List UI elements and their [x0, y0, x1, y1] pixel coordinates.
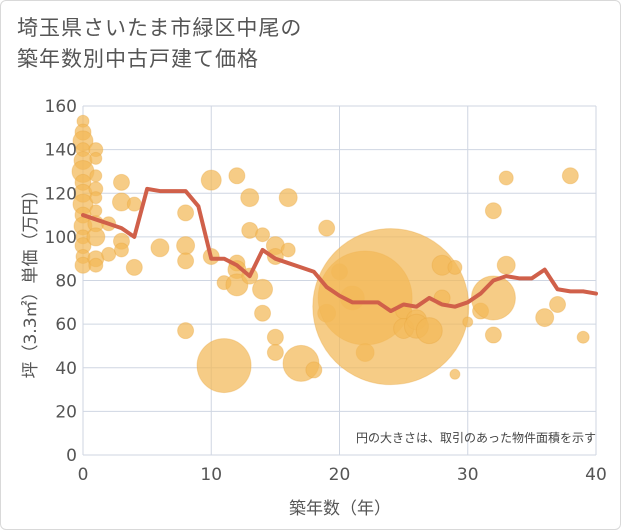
bubble-point: [113, 242, 129, 258]
bubble-point: [252, 278, 274, 300]
x-tick-label: 10: [200, 465, 222, 485]
bubble-point: [200, 169, 222, 191]
bubble-point: [318, 219, 336, 237]
bubble-point: [225, 273, 249, 297]
bubble-point: [89, 191, 103, 205]
y-tick-label: 160: [45, 97, 77, 117]
bubble-point: [561, 167, 579, 185]
bubble-point: [177, 252, 195, 270]
bubble-point: [496, 255, 516, 275]
x-tick-label: 40: [585, 465, 607, 485]
bubble-point: [449, 368, 461, 380]
bubble-point: [89, 151, 103, 165]
y-axis-ticks: 0 20 40 60 80 100 120 140 160: [45, 97, 77, 466]
bubble-point: [89, 169, 103, 183]
bubble-point: [498, 170, 514, 186]
chart-title-line-2: 築年数別中古戸建て価格: [17, 47, 259, 71]
bubble-point: [228, 167, 246, 185]
bubble-point: [484, 326, 502, 344]
x-tick-label: 0: [78, 465, 89, 485]
bubble-point: [125, 258, 143, 276]
y-tick-label: 60: [55, 315, 77, 335]
bubble-point: [196, 338, 252, 394]
bubble-point: [484, 202, 502, 220]
bubble-point: [415, 317, 443, 345]
y-tick-label: 40: [55, 359, 77, 379]
bubble-point: [255, 227, 271, 243]
average-price-line: [81, 186, 598, 314]
grid-lines: [82, 105, 597, 456]
y-tick-label: 20: [55, 402, 77, 422]
bubble-point: [177, 204, 195, 222]
y-tick-label: 100: [45, 228, 77, 248]
bubble-point: [549, 295, 567, 313]
bubble-point: [177, 322, 195, 340]
chart-title: 埼玉県さいたま市緑区中尾の 築年数別中古戸建て価格: [17, 13, 302, 75]
chart-title-line-1: 埼玉県さいたま市緑区中尾の: [17, 16, 303, 40]
bubble-point: [312, 228, 470, 386]
bubble-point: [112, 173, 130, 191]
bubble-size-note: 円の大きさは、取引のあった物件面積を示す: [356, 430, 596, 445]
bubble-point: [535, 308, 555, 328]
bubble-point: [280, 242, 296, 258]
bubble-point: [86, 227, 106, 247]
x-tick-label: 30: [457, 465, 479, 485]
bubble-point: [254, 304, 272, 322]
x-axis-ticks: 0 10 20 30 40: [78, 465, 607, 485]
bubble-point: [150, 238, 170, 258]
bubble-point: [576, 330, 590, 344]
bubble-point: [176, 236, 196, 256]
y-axis-label: 坪（3.3㎡）単価（万円）: [21, 181, 41, 378]
y-tick-label: 120: [45, 184, 77, 204]
x-tick-label: 20: [329, 465, 351, 485]
bubble-point: [88, 257, 104, 273]
bubble-point: [278, 188, 298, 208]
bubble-point: [240, 188, 260, 208]
bubble-point: [266, 328, 284, 346]
bubble-point: [266, 343, 284, 361]
bubble-point: [462, 316, 474, 328]
bubble-point: [447, 259, 463, 275]
bubble-point: [101, 246, 117, 262]
x-axis-label: 築年数（年）: [289, 499, 391, 519]
bubble-point: [89, 204, 103, 218]
bubble-series: [71, 114, 590, 394]
bubble-point: [305, 361, 323, 379]
y-tick-label: 0: [66, 446, 77, 466]
y-tick-label: 140: [45, 141, 77, 161]
bubble-point: [126, 196, 142, 212]
y-tick-label: 80: [55, 272, 77, 292]
